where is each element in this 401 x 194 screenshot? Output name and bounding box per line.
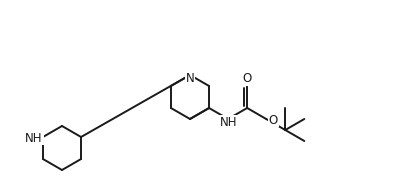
Text: NH: NH: [25, 132, 43, 145]
Text: O: O: [242, 73, 251, 86]
Text: N: N: [185, 72, 194, 85]
Text: NH: NH: [220, 115, 237, 128]
Text: O: O: [268, 113, 277, 126]
